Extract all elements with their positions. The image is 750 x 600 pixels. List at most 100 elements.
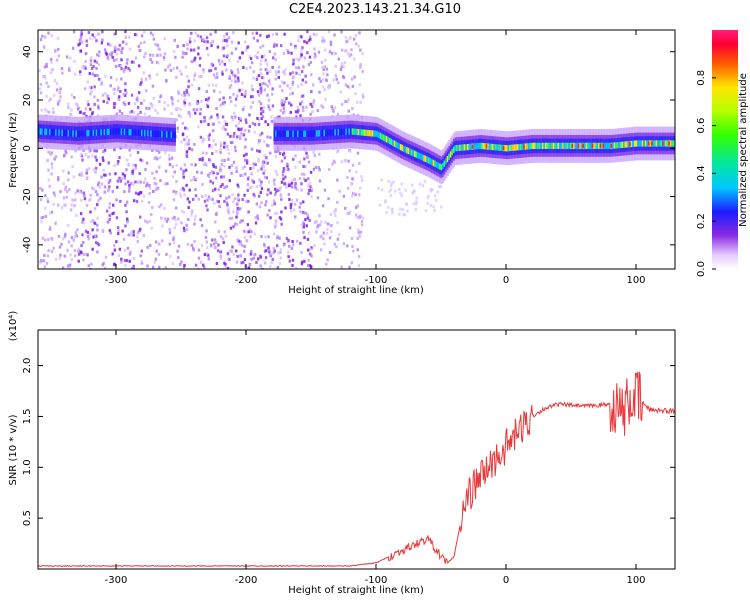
- ridge-core-cell: [126, 128, 130, 136]
- spectral-cell: [237, 121, 241, 125]
- spectral-cell: [241, 166, 245, 170]
- ridge-peak-cell: [629, 141, 633, 147]
- spectral-cell: [309, 170, 313, 174]
- spectral-cell: [415, 200, 418, 204]
- spectral-cell: [411, 183, 414, 187]
- spectral-cell: [252, 253, 256, 257]
- spectral-cell: [211, 122, 215, 126]
- spectral-cell: [248, 186, 252, 190]
- spectral-cell: [177, 217, 180, 221]
- spectral-cell: [207, 53, 210, 57]
- spectral-cell: [324, 97, 327, 101]
- spectral-cell: [302, 65, 305, 69]
- spectral-cell: [45, 62, 48, 66]
- ridge-core-cell: [58, 129, 61, 136]
- spectral-cell: [47, 150, 50, 154]
- spectral-cell: [185, 90, 189, 94]
- spectral-cell: [266, 93, 269, 97]
- spectral-cell: [142, 233, 146, 237]
- ridge-core-cell: [541, 142, 545, 150]
- spectral-cell: [157, 61, 160, 65]
- spectral-cell: [234, 97, 238, 101]
- spectral-cell: [164, 217, 167, 221]
- spectral-cell: [240, 93, 244, 97]
- ridge-core-cell: [335, 129, 339, 136]
- spectral-cell: [173, 241, 176, 245]
- spectral-cell: [245, 161, 249, 165]
- spectral-cell: [264, 203, 267, 207]
- spectral-cell: [245, 67, 248, 71]
- spectral-cell: [136, 105, 140, 109]
- spectral-cell: [267, 246, 270, 250]
- spectral-cell: [240, 88, 244, 92]
- ridge-core-cell: [546, 142, 549, 150]
- spectral-cell: [173, 226, 177, 230]
- spectral-cell: [263, 153, 266, 157]
- spectral-cell: [183, 101, 187, 105]
- ridge-core-cell: [501, 144, 504, 151]
- spectral-cell: [69, 112, 72, 116]
- ridge-core-cell: [289, 130, 292, 137]
- spectral-cell: [102, 168, 105, 172]
- spectral-cell: [354, 205, 358, 209]
- spectral-cell: [168, 242, 172, 246]
- spectral-cell: [148, 219, 152, 223]
- spectral-cell: [126, 58, 129, 62]
- spectral-cell: [124, 263, 127, 267]
- spectral-cell: [211, 181, 215, 185]
- spectral-cell: [47, 178, 50, 182]
- spectral-cell: [343, 61, 347, 65]
- spectral-cell: [326, 258, 329, 262]
- spectral-cell: [346, 175, 349, 179]
- x-tick-label: -200: [235, 275, 258, 286]
- spectral-cell: [113, 164, 116, 168]
- spectral-cell: [138, 64, 141, 68]
- spectral-cell: [190, 210, 194, 214]
- colorbar-label: Normalized spectral amplitude: [738, 73, 749, 227]
- ridge-core-cell: [345, 128, 348, 135]
- ridge-core-cell: [100, 129, 103, 136]
- spectral-cell: [219, 147, 222, 151]
- snr-panel: -300 -200 -100 0 100 0.51.01.52.0 Height of …: [8, 311, 676, 596]
- spectral-cell: [84, 60, 87, 64]
- spectral-cell: [252, 162, 255, 166]
- spectral-cell: [219, 150, 222, 154]
- spectral-cell: [244, 172, 247, 176]
- x-tick-label: -100: [365, 575, 388, 586]
- spectral-cell: [205, 89, 209, 93]
- spectral-cell: [50, 57, 53, 61]
- ridge-core-cell: [566, 142, 570, 150]
- spectral-cell: [190, 243, 194, 247]
- spectral-cell: [45, 109, 49, 113]
- ridge-core-cell: [120, 128, 123, 135]
- spectral-cell: [296, 188, 299, 192]
- ridge-core-cell: [378, 131, 381, 139]
- spectral-cell: [121, 229, 124, 233]
- spectral-cell: [312, 101, 315, 105]
- spectral-cell: [154, 182, 158, 186]
- spectral-cell: [322, 67, 325, 71]
- spectral-cell: [244, 89, 247, 93]
- spectral-cell: [308, 181, 311, 185]
- ridge-core-cell: [415, 151, 418, 158]
- spectral-cell: [100, 182, 104, 186]
- spectral-cell: [44, 35, 47, 39]
- spectral-cell: [243, 244, 246, 248]
- ridge-core-cell: [555, 142, 559, 150]
- spectral-cell: [134, 56, 138, 60]
- spectral-cell: [286, 48, 289, 52]
- spectral-cell: [266, 84, 269, 88]
- spectral-cell: [167, 153, 171, 157]
- spectral-cell: [358, 193, 361, 197]
- ridge-core-cell: [296, 130, 300, 137]
- ridge-core-cell: [615, 142, 618, 149]
- ridge-core-cell: [423, 155, 426, 162]
- spectral-cell: [70, 203, 73, 207]
- spectral-cell: [159, 53, 162, 57]
- spectral-cell: [214, 240, 218, 244]
- spectral-cell: [219, 235, 223, 239]
- spectral-cell: [148, 192, 151, 196]
- ridge-core-cell: [435, 161, 438, 168]
- spectral-cell: [107, 220, 110, 224]
- spectral-cell: [219, 165, 222, 169]
